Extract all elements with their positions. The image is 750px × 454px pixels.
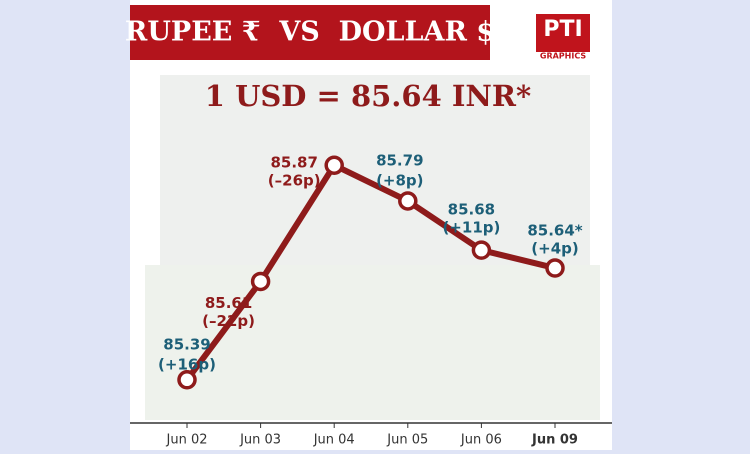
value-label: 85.68: [448, 201, 495, 219]
line: [184, 162, 556, 382]
value-label: 85.39: [163, 335, 210, 353]
point: [324, 155, 344, 175]
logo-sub: GRAPHICS: [540, 52, 586, 61]
point: [177, 370, 197, 390]
value-label: 85.61: [205, 294, 252, 312]
value-label: 85.87: [270, 154, 317, 172]
change-label: (–26p): [268, 172, 321, 190]
value-label: 85.64*: [527, 222, 582, 240]
title-bar: [130, 5, 490, 60]
x-tick-label: Jun 09: [531, 433, 578, 448]
note-background: [145, 265, 600, 420]
note-background: [160, 75, 590, 265]
x-tick-label: Jun 06: [460, 433, 502, 448]
change-label: (–22p): [202, 312, 255, 330]
point: [471, 240, 492, 260]
x-tick-label: Jun 03: [239, 433, 281, 448]
headline: 1 USD = 85.64 INR*: [205, 79, 531, 113]
point: [250, 271, 271, 292]
x-tick-label: Jun 02: [166, 433, 208, 448]
logo-box: [536, 14, 590, 52]
x-tick-label: Jun 04: [313, 433, 355, 448]
point: [398, 191, 418, 211]
change-label: (+4p): [531, 240, 578, 258]
logo: PTI: [543, 17, 582, 42]
point: [545, 258, 565, 278]
value-label: 85.79: [376, 151, 423, 169]
change-label: (+11p): [442, 219, 500, 237]
change-label: (+16p): [158, 355, 216, 373]
change-label: (+8p): [376, 171, 423, 189]
x-tick-label: Jun 05: [386, 433, 428, 448]
chart-title: RUPEE ₹ VS DOLLAR $: [125, 17, 495, 48]
